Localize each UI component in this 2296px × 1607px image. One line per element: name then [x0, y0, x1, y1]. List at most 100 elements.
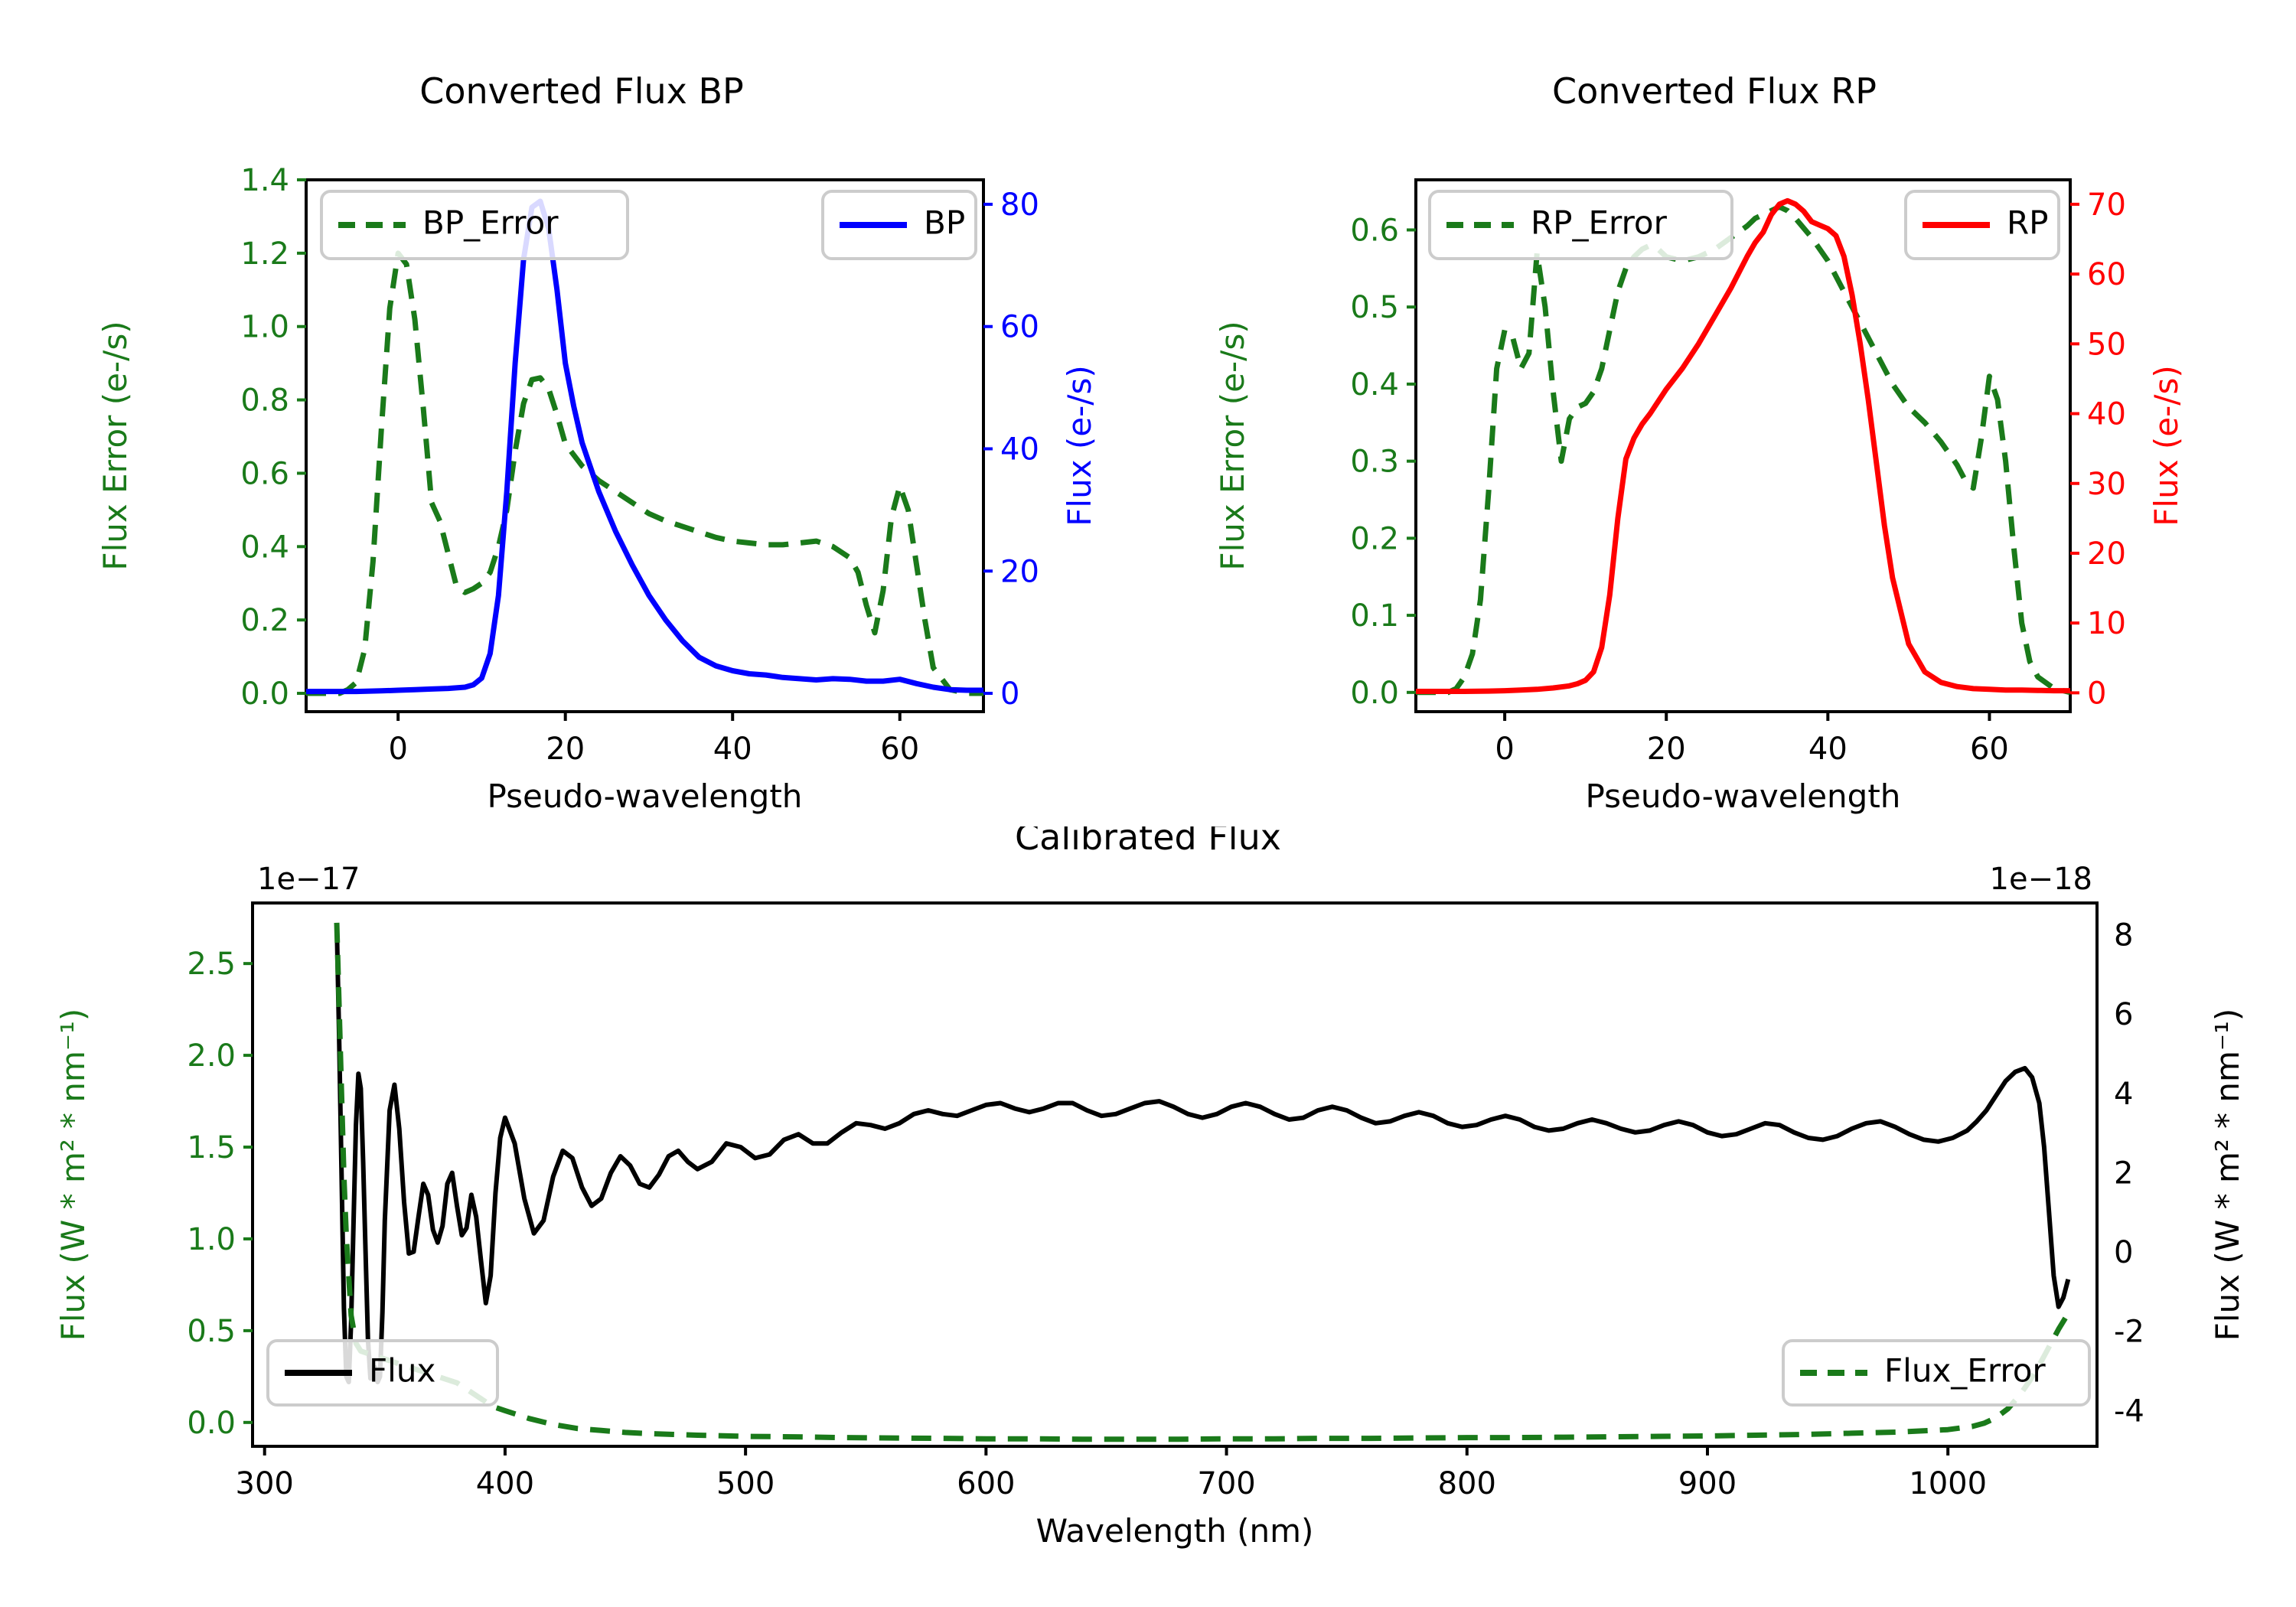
y-right-tick-label: 70: [2087, 187, 2126, 223]
rp-chart-svg: Converted Flux RP 0 20 40 60 Pseudo-waveleng…: [1214, 77, 2185, 815]
plot-frame: [251, 901, 2099, 1448]
y-left-tick-label: 1.5: [187, 1130, 236, 1165]
x-tick-label: 0: [1495, 732, 1514, 767]
x-tick-label: 300: [236, 1466, 294, 1501]
y-left-tick-label: 0.5: [187, 1314, 236, 1349]
x-tick-label: 800: [1438, 1466, 1496, 1501]
y-right-axis-label: Flux (e-/s): [1061, 365, 1098, 526]
y-right-tick-label: 50: [2087, 327, 2126, 362]
subplot-calibrated-flux: Calibrated Flux 300 400 500 600 700 800 900 100…: [0, 826, 2296, 1607]
y-right-tick-label: 60: [1000, 310, 1039, 345]
y-left-tick-label: 2.5: [187, 947, 236, 982]
y-right-tick-label: 0: [2087, 676, 2106, 711]
y-left-tick-label: 2.0: [187, 1038, 236, 1074]
y-right-tick-label: 80: [1000, 187, 1039, 223]
bp-plot-area: 0 20 40 60 Pseudo-wavelength 0.0 0.2 0.4 0.6 0.8 1…: [96, 163, 1098, 815]
rp-title: Converted Flux RP: [1552, 77, 1877, 112]
y-right-tick-label: 6: [2114, 997, 2133, 1032]
rp-plot-area: 0 20 40 60 Pseudo-wavelength 0.0 0.1 0.2 0.3 0.4 0…: [1214, 178, 2185, 815]
y-left-tick-label: 0.0: [240, 676, 289, 712]
legend-box: [1782, 1339, 2091, 1407]
series-flux: [334, 923, 2071, 1384]
y-right-tick-label: -4: [2114, 1393, 2144, 1429]
legend-label-rp: RP: [2007, 204, 2049, 242]
y-right-tick-label: 0: [2114, 1235, 2133, 1270]
legend-label-flux: Flux: [369, 1352, 435, 1390]
y-left-tick-label: 1.4: [240, 163, 289, 198]
plot-frame: [305, 178, 985, 713]
y-left-axis-label: Flux Error (e-/s): [1214, 321, 1251, 570]
x-tick-label: 40: [1808, 732, 1848, 767]
legend-box: [266, 1339, 499, 1407]
x-tick-label: 20: [1647, 732, 1686, 767]
series-bp: [306, 198, 983, 695]
y-left-tick-label: 0.6: [1350, 213, 1399, 248]
y-left-axis-label: Flux (W * m² * nm⁻¹): [54, 1009, 92, 1341]
y-right-exponent: 1e−18: [1990, 862, 2092, 897]
x-axis-label: Pseudo-wavelength: [488, 777, 803, 815]
legend-label-bp-error: BP_Error: [422, 204, 559, 242]
calibrated-title: Calibrated Flux: [1015, 826, 1281, 858]
bp-title: Converted Flux BP: [419, 77, 744, 112]
y-right-tick-label: 20: [2087, 536, 2126, 572]
y-right-axis-label: Flux (e-/s): [2148, 365, 2185, 526]
y-right-tick-label: 40: [1000, 432, 1039, 467]
legend-label-flux-error: Flux_Error: [1884, 1352, 2046, 1390]
x-tick-label: 0: [388, 732, 407, 767]
y-left-exponent: 1e−17: [257, 862, 360, 897]
y-right-tick-label: 30: [2087, 467, 2126, 502]
calibrated-chart-svg: Calibrated Flux 300 400 500 600 700 800 900 100…: [54, 826, 2246, 1550]
y-left-axis-label: Flux Error (e-/s): [96, 321, 134, 570]
y-right-tick-label: 0: [1000, 676, 1019, 712]
y-left-tick-label: 0.8: [240, 383, 289, 419]
calibrated-plot-area: 300 400 500 600 700 800 900 1000 Wavelength (nm)…: [54, 862, 2246, 1550]
x-tick-label: 1000: [1909, 1466, 1987, 1501]
y-right-axis-label: Flux (W * m² * nm⁻¹): [2209, 1009, 2246, 1341]
y-right-tick-label: 4: [2114, 1077, 2133, 1112]
y-right-tick-label: 20: [1000, 554, 1039, 589]
plot-frame: [1414, 178, 2072, 713]
x-tick-label: 60: [1970, 732, 2009, 767]
x-axis-label: Pseudo-wavelength: [1586, 777, 1901, 815]
x-axis-label: Wavelength (nm): [1036, 1512, 1314, 1550]
y-right-tick-label: 40: [2087, 397, 2126, 432]
x-tick-label: 400: [476, 1466, 534, 1501]
y-left-tick-label: 0.3: [1350, 445, 1399, 480]
subplot-converted-flux-bp: Converted Flux BP 0 20 40 60 Pseudo-waveleng…: [0, 77, 1148, 880]
subplot-converted-flux-rp: Converted Flux RP 0 20 40 60 Pseudo-waveleng…: [1148, 77, 2296, 880]
y-left-tick-label: 0.6: [240, 456, 289, 491]
y-left-tick-label: 0.2: [240, 603, 289, 638]
y-left-tick-label: 1.0: [240, 310, 289, 345]
y-left-tick-label: 0.4: [1350, 367, 1399, 403]
y-left-tick-label: 0.1: [1350, 598, 1399, 634]
x-tick-label: 900: [1678, 1466, 1737, 1501]
x-tick-label: 40: [713, 732, 752, 767]
legend-label-rp-error: RP_Error: [1531, 204, 1668, 242]
y-right-tick-label: -2: [2114, 1315, 2144, 1350]
y-right-tick-label: 60: [2087, 257, 2126, 292]
y-left-tick-label: 0.2: [1350, 521, 1399, 556]
series-bp-error: [306, 250, 983, 696]
y-right-tick-label: 2: [2114, 1156, 2133, 1191]
y-right-tick-label: 8: [2114, 918, 2133, 953]
y-right-tick-label: 10: [2087, 606, 2126, 641]
x-tick-label: 600: [957, 1466, 1015, 1501]
series-rp: [1416, 197, 2070, 694]
series-flux-error: [334, 922, 2071, 1442]
series-rp-error: [1416, 204, 2070, 696]
x-tick-label: 700: [1197, 1466, 1255, 1501]
y-left-tick-label: 0.4: [240, 530, 289, 565]
x-tick-label: 20: [546, 732, 585, 767]
x-tick-label: 60: [880, 732, 919, 767]
y-left-tick-label: 1.2: [240, 236, 289, 272]
legend-box: [1428, 190, 1733, 260]
x-tick-label: 500: [716, 1466, 775, 1501]
legend-label-bp: BP: [924, 204, 965, 242]
bp-chart-svg: Converted Flux BP 0 20 40 60 Pseudo-waveleng…: [96, 77, 1098, 815]
y-left-tick-label: 0.5: [1350, 290, 1399, 325]
y-left-tick-label: 0.0: [187, 1406, 236, 1441]
y-left-tick-label: 1.0: [187, 1222, 236, 1257]
legend-box: [320, 190, 629, 260]
y-left-tick-label: 0.0: [1350, 676, 1399, 711]
